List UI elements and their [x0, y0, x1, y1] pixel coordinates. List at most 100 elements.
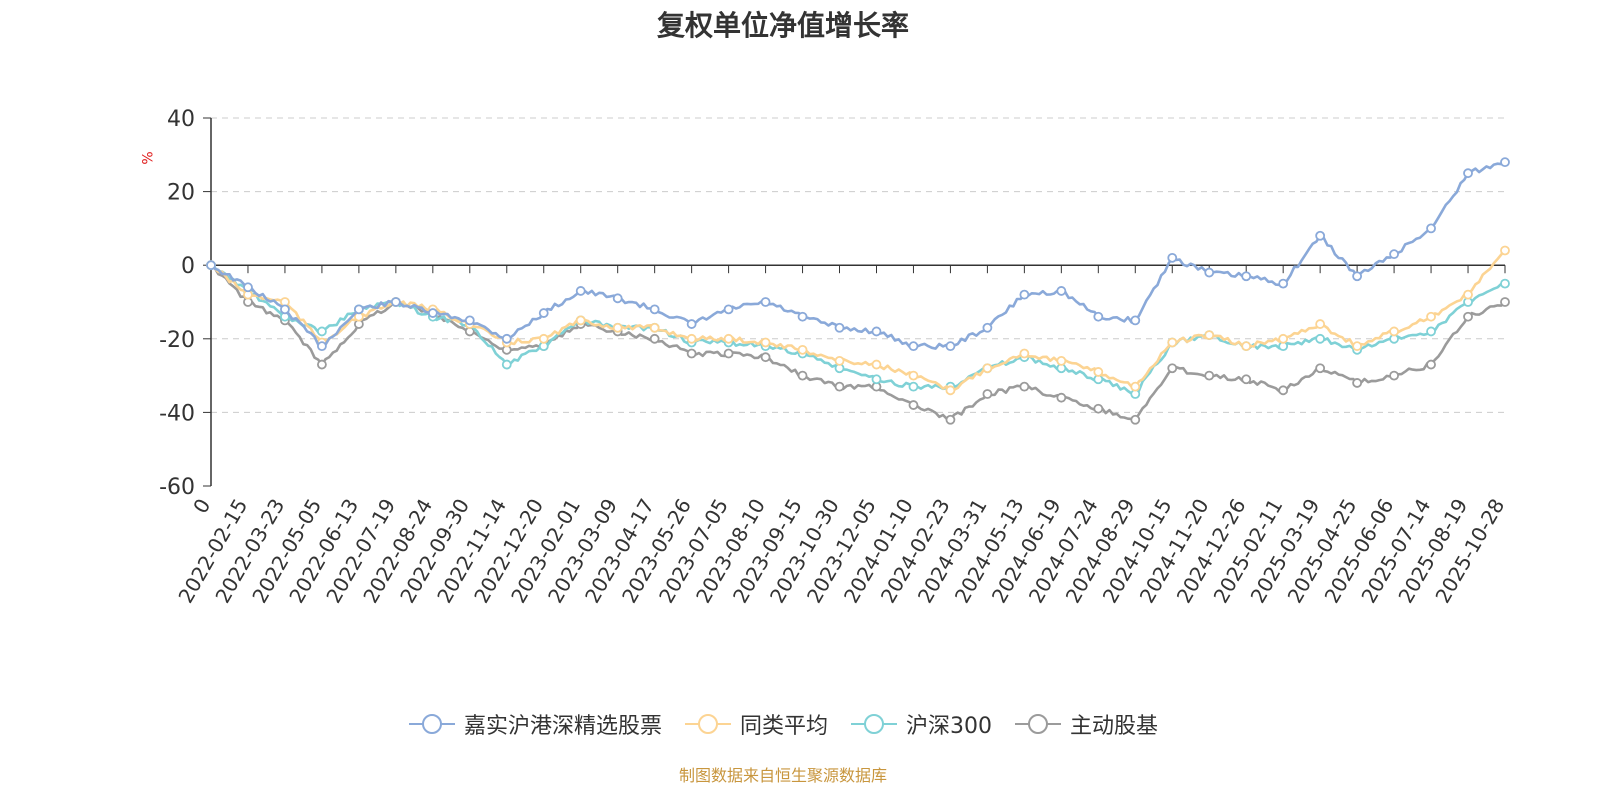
data-point: [834, 381, 845, 392]
data-point: [1093, 311, 1104, 322]
data-point: [1426, 359, 1436, 370]
data-point: [871, 359, 882, 370]
legend-line-circle-icon: [408, 714, 455, 734]
data-point: [538, 333, 549, 344]
data-point: [1463, 168, 1473, 179]
data-point: [538, 308, 549, 318]
data-point: [1315, 333, 1326, 344]
data-point: [1241, 271, 1252, 282]
data-point: [501, 333, 512, 344]
data-point: [945, 414, 956, 425]
data-point: [353, 304, 364, 315]
data-point: [1056, 392, 1067, 403]
series-line: [210, 264, 1506, 422]
data-point: [686, 319, 697, 329]
data-point: [1130, 414, 1141, 425]
data-point: [1167, 363, 1178, 374]
data-point: [649, 322, 660, 333]
data-point: [945, 385, 956, 396]
data-point: [834, 355, 845, 366]
data-point: [1500, 157, 1510, 168]
legend-item[interactable]: 沪深300: [850, 708, 992, 740]
y-tick-label: 20: [167, 181, 195, 206]
data-point: [1241, 341, 1252, 352]
data-point: [871, 326, 882, 337]
data-point: [1389, 370, 1399, 381]
data-point: [760, 297, 771, 307]
legend-line-circle-icon: [1015, 714, 1061, 734]
data-point: [612, 293, 623, 304]
data-point: [982, 322, 993, 333]
data-point: [1315, 319, 1326, 329]
series-line: [210, 264, 1506, 396]
data-point: [1500, 278, 1510, 289]
y-tick-label: 40: [167, 107, 195, 132]
data-point: [1093, 403, 1104, 414]
data-point: [1463, 289, 1473, 300]
data-point: [1389, 326, 1399, 337]
data-point: [1352, 378, 1363, 388]
data-point: [1204, 267, 1215, 278]
data-point: [1278, 278, 1289, 289]
data-point: [908, 370, 919, 381]
data-point: [686, 333, 697, 344]
y-tick-label: 0: [181, 254, 195, 279]
data-point: [723, 333, 734, 344]
data-point: [427, 308, 438, 318]
data-point: [760, 352, 771, 363]
data-point: [1019, 381, 1030, 392]
data-point: [649, 333, 660, 344]
data-point: [1241, 374, 1252, 385]
data-point: [390, 297, 401, 307]
legend-label: 主动股基: [1070, 714, 1159, 739]
data-point: [834, 322, 845, 333]
data-point: [1204, 330, 1215, 341]
legend-item[interactable]: 主动股基: [1014, 708, 1158, 740]
data-point: [871, 374, 882, 385]
data-point: [243, 282, 253, 293]
data-point: [1352, 341, 1363, 352]
legend-line-circle-icon: [684, 714, 731, 734]
data-point: [575, 286, 586, 296]
y-tick-label: -20: [159, 328, 195, 353]
data-point: [501, 359, 512, 370]
legend-item[interactable]: 嘉实沪港深精选股票: [408, 708, 662, 740]
data-point: [1167, 337, 1178, 348]
data-point: [280, 304, 290, 315]
data-point: [797, 370, 808, 381]
data-point: [1352, 271, 1363, 282]
data-point: [317, 359, 327, 370]
data-point: [1426, 223, 1436, 234]
line-chart: 40200-20-40-6002022-02-152022-03-232022-…: [159, 107, 1510, 607]
legend: 嘉实沪港深精选股票 同类平均 沪深300 主动股基: [0, 708, 1566, 740]
data-point: [982, 363, 993, 374]
data-point: [686, 348, 697, 359]
data-point: [1315, 363, 1326, 374]
y-tick-label: -40: [159, 401, 195, 426]
legend-item[interactable]: 同类平均: [684, 708, 828, 740]
data-point: [797, 344, 808, 355]
data-point: [908, 400, 919, 410]
data-point: [464, 315, 475, 326]
data-point: [1315, 230, 1326, 241]
data-point: [1500, 297, 1510, 307]
data-point: [1167, 252, 1178, 263]
data-point: [1019, 348, 1030, 359]
chart-title: 复权单位净值增长率: [656, 9, 909, 42]
data-point: [206, 260, 216, 271]
data-point: [612, 322, 623, 333]
data-point: [1389, 249, 1399, 260]
y-tick-label: -60: [159, 475, 195, 500]
data-point: [1500, 245, 1510, 256]
data-point: [317, 326, 327, 337]
data-point: [1093, 367, 1104, 377]
data-point: [723, 304, 734, 315]
data-point: [760, 337, 771, 348]
data-point: [1278, 385, 1289, 396]
data-point: [908, 341, 919, 352]
series-line: [210, 249, 1506, 392]
data-point: [723, 348, 734, 359]
data-source-note: 制图数据来自恒生聚源数据库: [678, 766, 887, 785]
data-point: [1056, 286, 1067, 296]
data-point: [1426, 311, 1436, 322]
